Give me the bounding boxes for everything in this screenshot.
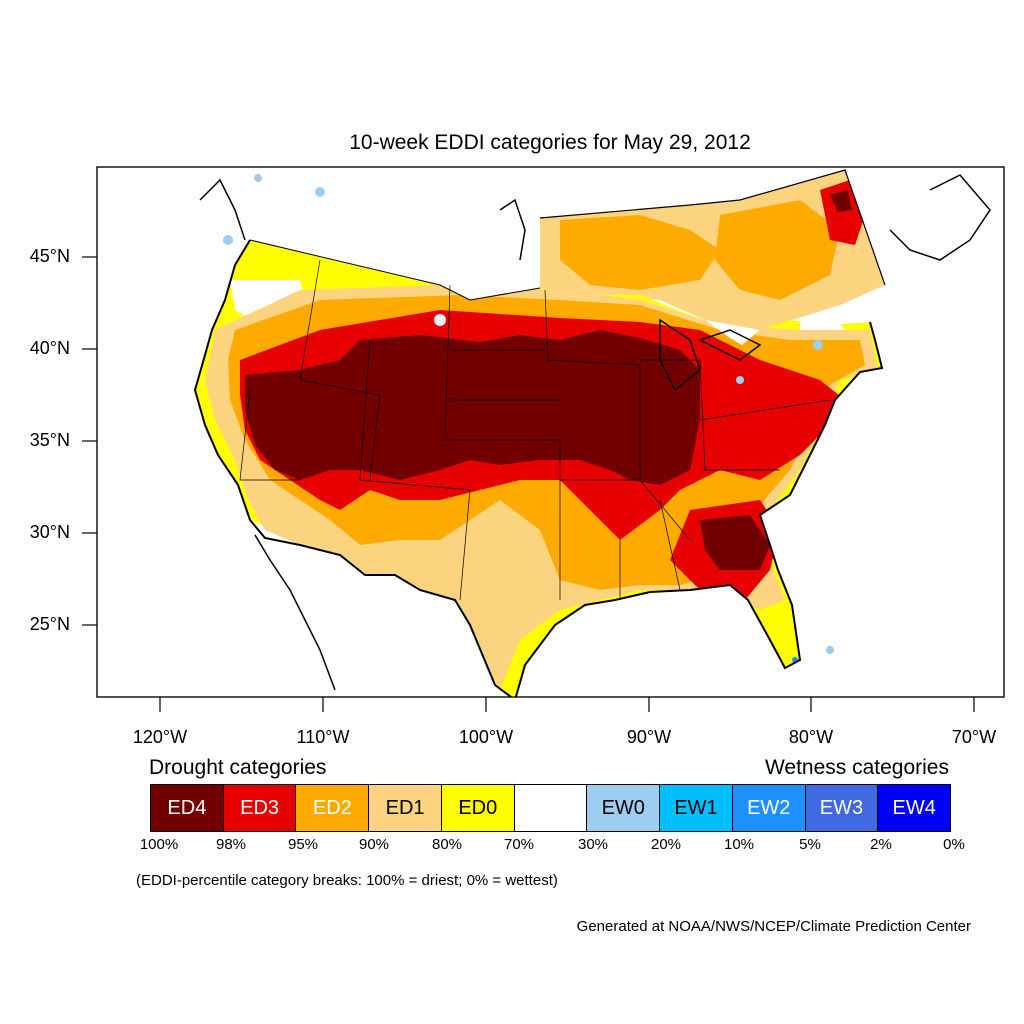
- pct-label-70: 70%: [503, 836, 535, 853]
- lon-label-70w: 70°W: [951, 727, 997, 747]
- pct-label-0: 0%: [943, 836, 965, 853]
- lon-ticks: [159, 697, 975, 712]
- legend-cell-ed1: ED1: [369, 785, 442, 831]
- legend-cell-ew3: EW3: [805, 785, 879, 831]
- pct-label-98: 98%: [215, 836, 247, 853]
- pct-label-20: 20%: [650, 836, 682, 853]
- category-breaks-note: (EDDI-percentile category breaks: 100% =…: [136, 872, 558, 889]
- lat-label-30: 30°N: [29, 522, 70, 542]
- legend-cell-ew2: EW2: [732, 785, 806, 831]
- pct-label-90: 90%: [358, 836, 390, 853]
- legend-cell-ew1: EW1: [660, 785, 733, 831]
- lon-label-80w: 80°W: [788, 727, 834, 747]
- pct-label-2: 2%: [870, 836, 892, 853]
- legend-cell-ew4: EW4: [878, 785, 951, 831]
- lon-label-120w: 120°W: [132, 727, 188, 747]
- pct-label-80: 80%: [431, 836, 463, 853]
- legend-cell-normal: [514, 785, 588, 831]
- lat-label-35: 35°N: [29, 430, 70, 450]
- lat-label-45: 45°N: [29, 246, 70, 266]
- legend-cell-ed3: ED3: [223, 785, 297, 831]
- legend-cell-ed0: ED0: [441, 785, 515, 831]
- lat-label-25: 25°N: [29, 614, 70, 634]
- lat-ticks: [82, 256, 97, 626]
- map-title: 10-week EDDI categories for May 29, 2012: [349, 131, 751, 154]
- credit-line: Generated at NOAA/NWS/NCEP/Climate Predi…: [576, 918, 971, 935]
- lat-label-40: 40°N: [29, 338, 70, 358]
- lon-label-90w: 90°W: [626, 727, 672, 747]
- legend-bar: ED4 ED3 ED2 ED1 ED0 EW0 EW1 EW2 EW3 EW4: [150, 784, 951, 832]
- legend-cell-ew0: EW0: [587, 785, 661, 831]
- pct-label-30: 30%: [577, 836, 609, 853]
- pct-label-95: 95%: [287, 836, 319, 853]
- pct-label-5: 5%: [799, 836, 821, 853]
- drought-heading: Drought categories: [149, 756, 327, 779]
- legend-cell-ed4: ED4: [151, 785, 224, 831]
- legend-cell-ed2: ED2: [296, 785, 370, 831]
- pct-label-10: 10%: [723, 836, 755, 853]
- lon-label-100w: 100°W: [458, 727, 514, 747]
- wetness-heading: Wetness categories: [764, 756, 949, 779]
- lon-label-110w: 110°W: [296, 727, 350, 747]
- pct-label-100: 100%: [139, 836, 179, 853]
